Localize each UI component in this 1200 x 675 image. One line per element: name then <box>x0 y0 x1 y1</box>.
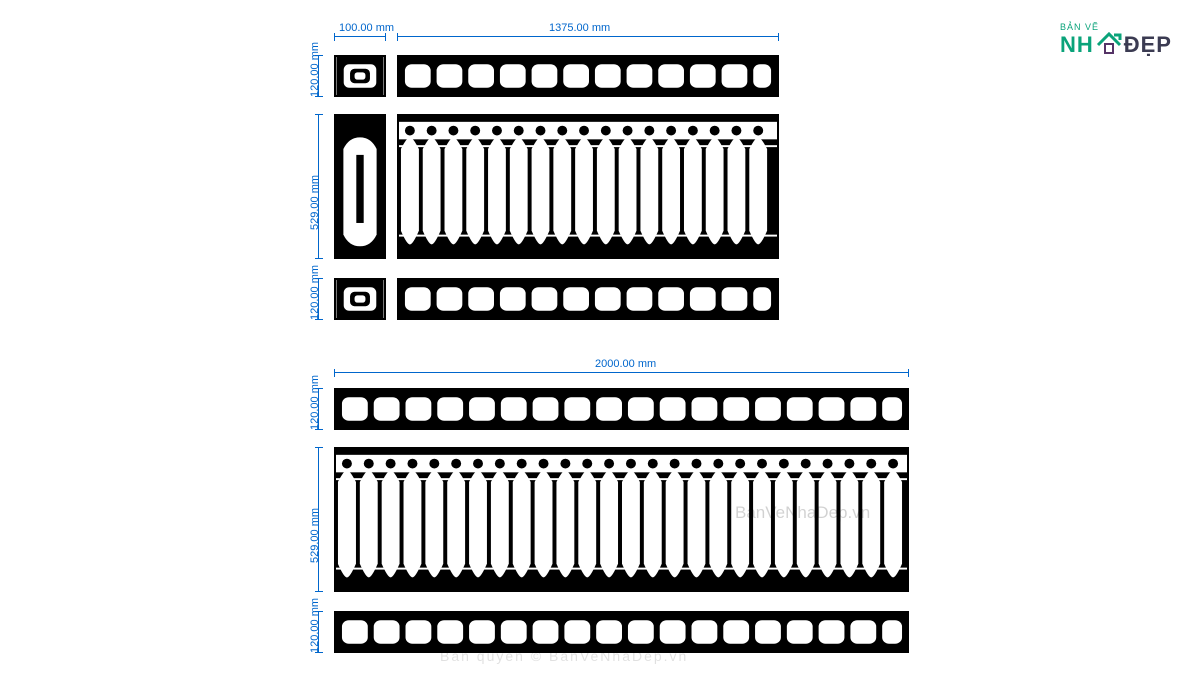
dim-bar-b-width <box>334 372 909 373</box>
panel-b1 <box>334 388 909 430</box>
dim-bar-a-wide <box>397 36 779 37</box>
panel-a3-wide <box>397 278 779 320</box>
logo-post: ĐẸP <box>1124 32 1172 57</box>
house-icon <box>1096 32 1122 60</box>
lattice-icon <box>336 280 384 318</box>
logo-line2: NH ĐẸP <box>1060 32 1172 60</box>
panel-a2-small <box>334 114 386 259</box>
dim-bar-b-h1 <box>318 388 319 430</box>
dim-a-h1: 120.00 mm <box>309 42 321 97</box>
dim-b-h1: 120.00 mm <box>309 375 321 430</box>
drawing-canvas: 100.00 mm 1375.00 mm 120.00 mm 529.00 mm <box>0 0 1200 675</box>
panel-b3 <box>334 611 909 653</box>
dim-bar-a-small <box>334 36 386 37</box>
lattice-strip-icon <box>336 613 907 651</box>
panel-a1-small <box>334 55 386 97</box>
panel-a1-wide <box>397 55 779 97</box>
panel-a3-small <box>334 278 386 320</box>
dim-a-wide-width: 1375.00 mm <box>549 22 610 34</box>
dim-bar-b-h3 <box>318 611 319 653</box>
dim-b-width: 2000.00 mm <box>595 358 656 370</box>
lattice-strip-icon <box>399 280 777 318</box>
logo-line1: BẢN VẼ <box>1060 22 1172 32</box>
dim-bar-b-h2 <box>318 447 319 592</box>
site-logo: BẢN VẼ NH ĐẸP <box>1060 22 1172 60</box>
dim-bar-a-h3 <box>318 278 319 320</box>
lattice-icon <box>336 57 384 95</box>
dim-bar-a-h2 <box>318 114 319 259</box>
dim-a-h3: 120.00 mm <box>309 265 321 320</box>
lattice-strip-icon <box>336 390 907 428</box>
logo-pre: NH <box>1060 32 1094 57</box>
watermark-copyright: Bản quyền © BanVeNhaDep.vn <box>440 648 688 664</box>
baluster-row-icon <box>399 116 777 257</box>
lattice-strip-icon <box>399 57 777 95</box>
baluster-icon <box>336 116 384 257</box>
dim-a-h2: 529.00 mm <box>309 175 321 230</box>
dim-b-h2: 529.00 mm <box>309 508 321 563</box>
dim-b-h3: 120.00 mm <box>309 598 321 653</box>
dim-bar-a-h1 <box>318 55 319 97</box>
watermark-url: BanVeNhaDep.vn <box>735 503 870 523</box>
panel-a2-wide <box>397 114 779 259</box>
